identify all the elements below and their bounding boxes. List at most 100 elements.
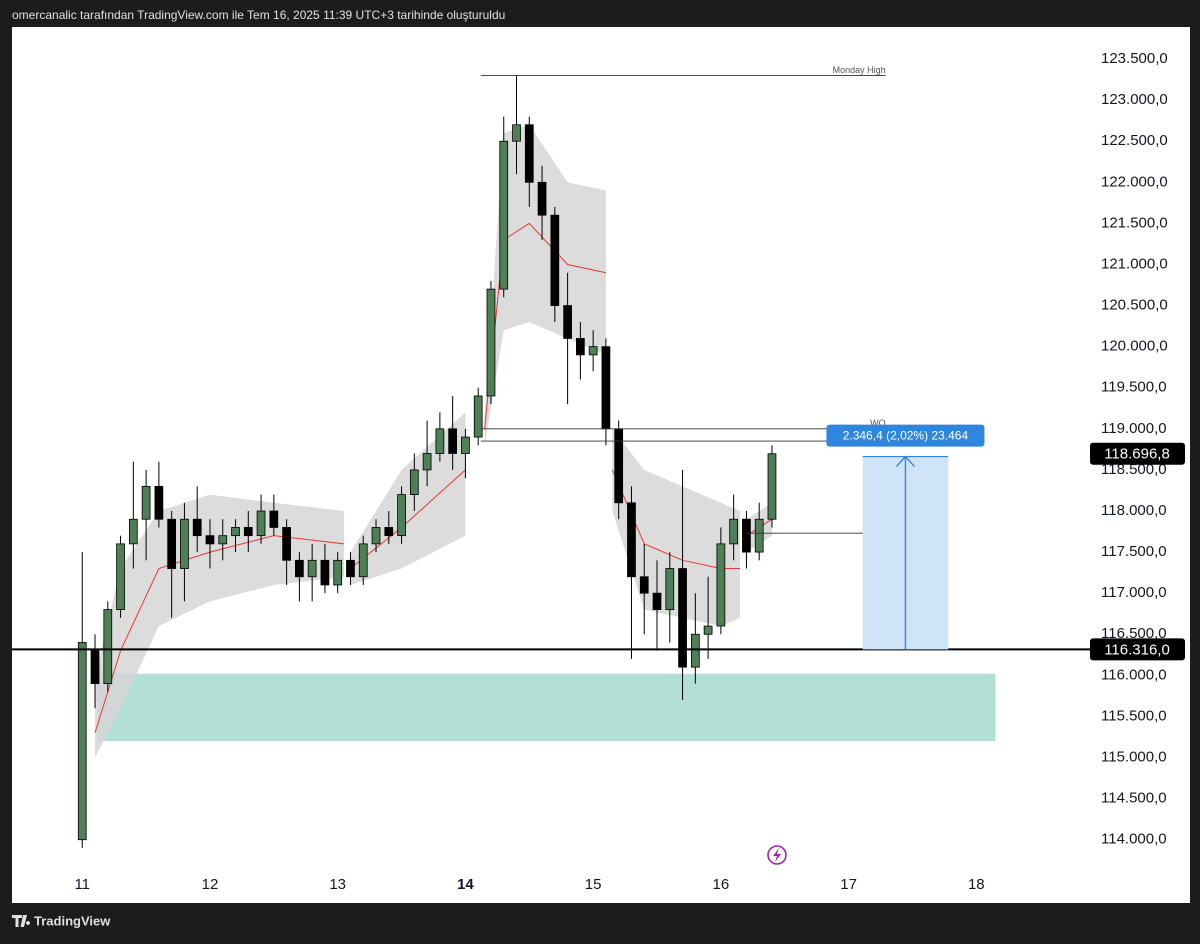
x-tick-label: 14 bbox=[457, 876, 474, 893]
candle-body bbox=[703, 625, 713, 635]
candle-body bbox=[729, 518, 739, 545]
candle-body bbox=[588, 346, 598, 356]
candle-body bbox=[116, 543, 125, 611]
candle-body bbox=[295, 559, 304, 578]
y-tick-label: 114.000,0 bbox=[1101, 831, 1167, 848]
candle-body bbox=[384, 527, 394, 537]
y-tick-label: 123.000,0 bbox=[1101, 91, 1168, 108]
candle-body bbox=[243, 527, 253, 537]
vwap-band bbox=[95, 494, 345, 758]
y-tick-label: 119.000,0 bbox=[1101, 420, 1167, 437]
candle-body bbox=[358, 543, 368, 578]
y-tick-label: 120.500,0 bbox=[1101, 297, 1168, 314]
candle-body bbox=[652, 592, 662, 611]
candle-body bbox=[103, 609, 113, 684]
candle-body bbox=[678, 568, 687, 668]
level-label: Monday High bbox=[833, 65, 886, 75]
candle-body bbox=[499, 140, 509, 290]
brand-logo bbox=[12, 915, 31, 927]
brand-text: TradingView bbox=[34, 913, 111, 928]
candle-body bbox=[614, 428, 624, 504]
measure-arrowhead bbox=[895, 455, 915, 468]
demand-zone bbox=[97, 673, 996, 742]
measure-tag bbox=[826, 424, 985, 447]
candle-body bbox=[205, 535, 215, 545]
candle-body bbox=[486, 288, 496, 397]
plot: Monday HighWODO bbox=[77, 65, 996, 848]
candle-body bbox=[690, 633, 700, 668]
y-tick-label: 114.500,0 bbox=[1101, 790, 1167, 807]
candle-body bbox=[461, 436, 470, 454]
last-price-label: 118.696,8 bbox=[1104, 446, 1170, 463]
candle-body bbox=[754, 518, 764, 553]
candle-body bbox=[333, 559, 343, 586]
candle-body bbox=[141, 485, 151, 520]
candle-body bbox=[90, 650, 100, 684]
x-tick-label: 18 bbox=[968, 876, 985, 893]
candle-body bbox=[154, 485, 164, 520]
level-label: WO bbox=[870, 418, 886, 428]
candle-body bbox=[563, 305, 572, 339]
candle-body bbox=[512, 124, 521, 142]
y-tick-label: 123.500,0 bbox=[1101, 50, 1168, 67]
candle-body bbox=[128, 518, 138, 545]
x-tick-label: 15 bbox=[585, 876, 602, 893]
candle-body bbox=[218, 535, 228, 545]
y-tick-label: 121.000,0 bbox=[1101, 255, 1168, 272]
y-tick-label: 122.500,0 bbox=[1101, 132, 1168, 149]
candle-body bbox=[320, 559, 330, 586]
y-tick-label: 116.000,0 bbox=[1101, 666, 1167, 683]
key-level-label: 116.316,0 bbox=[1104, 641, 1170, 658]
last-price-tag bbox=[1090, 442, 1185, 465]
candle-body bbox=[550, 214, 560, 306]
measure-label: 2.346,4 (2,02%) 23.464 bbox=[843, 429, 969, 443]
candle-body bbox=[269, 510, 279, 528]
y-tick-label: 115.000,0 bbox=[1101, 748, 1167, 765]
vwap-line bbox=[484, 222, 607, 429]
candle-body bbox=[77, 642, 87, 841]
y-tick-label: 121.500,0 bbox=[1101, 214, 1168, 231]
y-tick-label: 117.500,0 bbox=[1101, 543, 1167, 560]
candle-body bbox=[665, 568, 675, 611]
candle-body bbox=[371, 527, 381, 545]
candle-body bbox=[601, 346, 611, 430]
candle-body bbox=[422, 453, 432, 471]
y-tick-label: 122.000,0 bbox=[1101, 173, 1168, 190]
x-tick-label: 12 bbox=[202, 876, 219, 893]
y-tick-label: 119.500,0 bbox=[1101, 379, 1167, 396]
candle-body bbox=[767, 453, 777, 520]
candle-body bbox=[448, 428, 458, 454]
candle-body bbox=[346, 559, 355, 578]
candle-body bbox=[742, 518, 751, 553]
header-text: omercanalic tarafından TradingView.com i… bbox=[12, 8, 505, 22]
key-level-tag bbox=[1090, 638, 1185, 661]
x-tick-label: 16 bbox=[713, 876, 730, 893]
candle-body bbox=[524, 124, 534, 183]
candle-body bbox=[167, 518, 177, 569]
candle-body bbox=[397, 494, 406, 537]
overlay: 114.000,0 114.500,0 115.000,0 115.500,0 116.… bbox=[12, 50, 1185, 893]
candle-body bbox=[256, 510, 266, 537]
candle-body bbox=[282, 527, 291, 561]
candle-body bbox=[537, 181, 547, 216]
y-tick-label: 115.500,0 bbox=[1101, 707, 1167, 724]
y-tick-label: 116.500,0 bbox=[1101, 625, 1167, 642]
candle-body bbox=[576, 338, 585, 356]
x-tick-label: 17 bbox=[840, 876, 857, 893]
candle-body bbox=[192, 518, 202, 537]
candle-body bbox=[231, 527, 240, 537]
x-tick-label: 13 bbox=[329, 876, 346, 893]
y-tick-label: 118.000,0 bbox=[1101, 502, 1167, 519]
y-tick-label: 117.000,0 bbox=[1101, 584, 1167, 601]
candle-body bbox=[307, 559, 317, 578]
lightning-icon[interactable] bbox=[767, 845, 787, 865]
candle-body bbox=[435, 428, 445, 454]
candle-body bbox=[639, 576, 649, 594]
y-tick-label: 118.500,0 bbox=[1101, 461, 1167, 478]
candle-body bbox=[180, 518, 189, 569]
x-tick-label: 11 bbox=[74, 876, 90, 893]
vwap-band bbox=[484, 124, 606, 446]
candle-body bbox=[473, 395, 483, 438]
